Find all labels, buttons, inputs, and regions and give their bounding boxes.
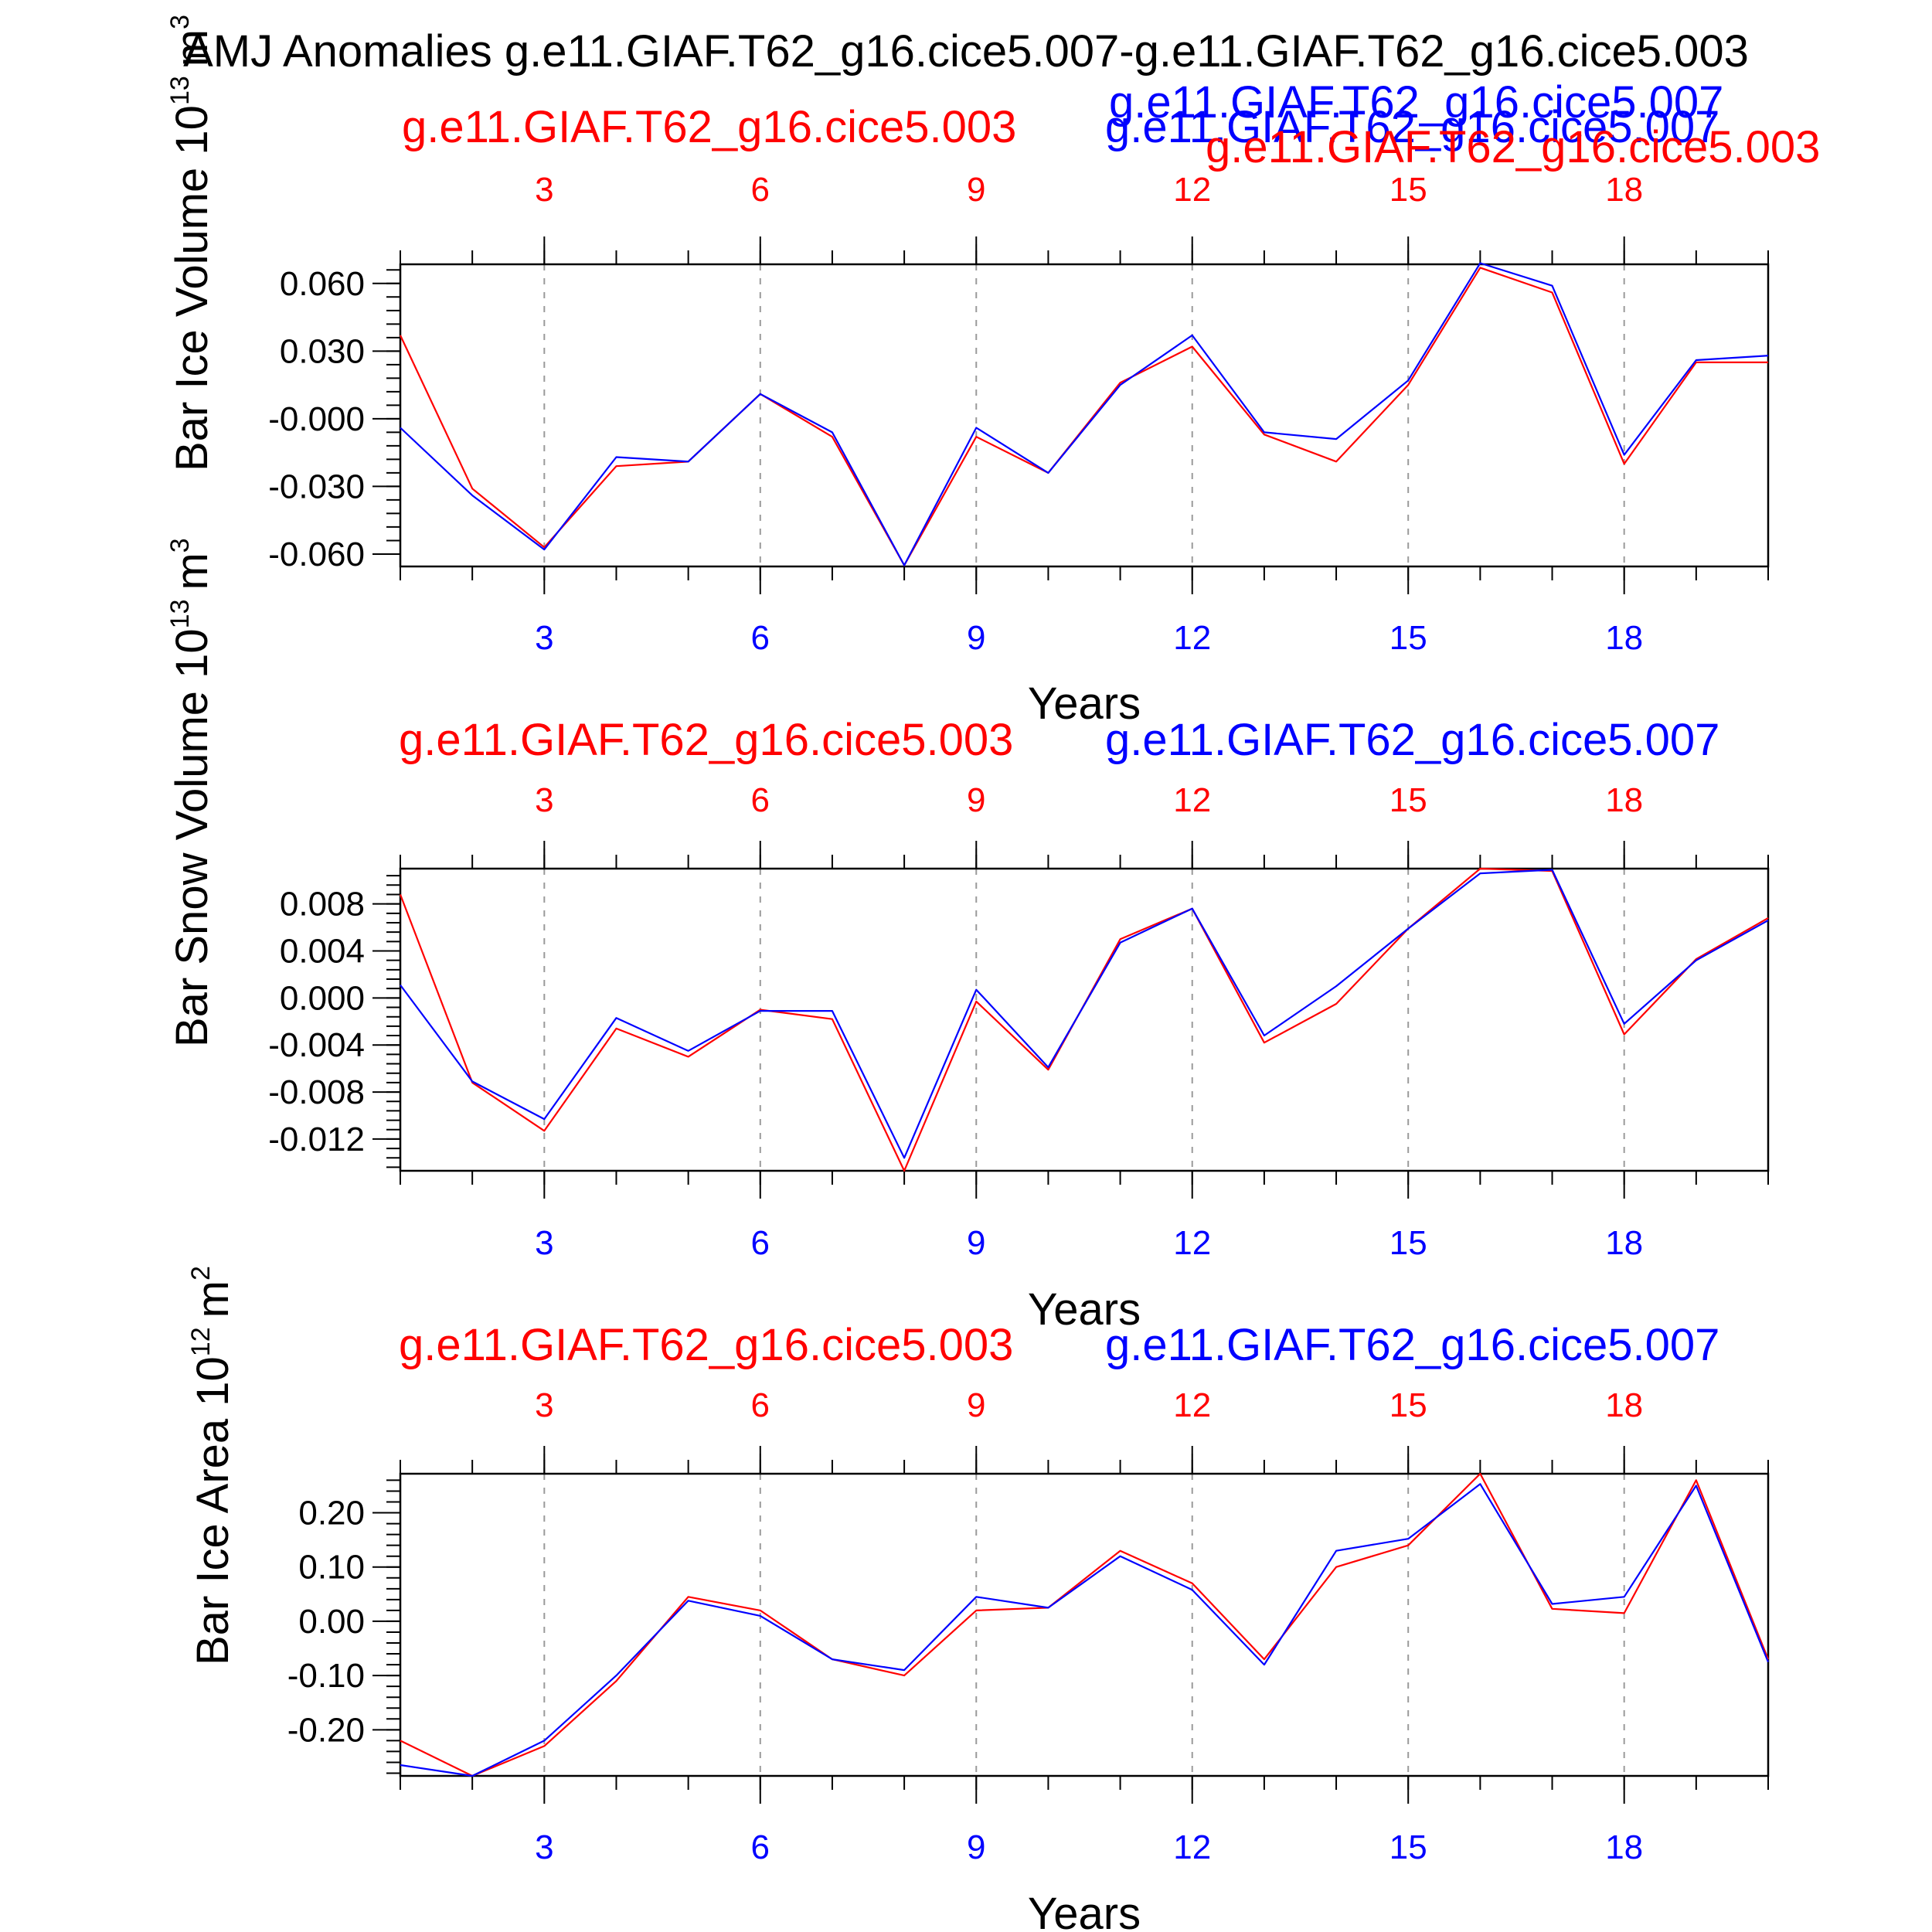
- y-axis-title-ylabel-exp: 12: [186, 1327, 216, 1356]
- x-bottom-tick-label: 12: [1173, 1828, 1211, 1866]
- x-bottom-tick-label: 9: [967, 1224, 985, 1262]
- x-bottom-tick-label: 15: [1389, 619, 1427, 657]
- top-run-label: g.e11.GIAF.T62_g16.cice5.003: [399, 715, 1013, 765]
- y-tick-label: -0.004: [268, 1026, 365, 1064]
- x-bottom-tick-label: 12: [1173, 619, 1211, 657]
- top-run-label: g.e11.GIAF.T62_g16.cice5.003: [402, 102, 1016, 152]
- series-line-cice5-007: [400, 262, 1769, 566]
- x-bottom-tick-label: 18: [1605, 1828, 1643, 1866]
- top-run-label: g.e11.GIAF.T62_g16.cice5.007: [1105, 102, 1719, 152]
- x-bottom-tick-label: 3: [535, 1828, 553, 1866]
- x-bottom-tick-label: 6: [751, 1828, 770, 1866]
- top-run-label: g.e11.GIAF.T62_g16.cice5.007: [1105, 715, 1719, 765]
- y-axis-title-ylabel-unit: m: [167, 29, 217, 66]
- y-tick-label: -0.000: [268, 400, 365, 438]
- x-bottom-tick-label: 15: [1389, 1828, 1427, 1866]
- y-axis-title-ylabel-unit-exp: 2: [186, 1266, 216, 1281]
- x-top-tick-label: 15: [1389, 171, 1427, 209]
- figure-title: AMJ Anomalies g.e11.GIAF.T62_g16.cice5.0…: [183, 26, 1749, 77]
- y-axis-title-ylabel-unit-exp: 3: [165, 538, 195, 553]
- x-top-tick-label: 12: [1173, 1386, 1211, 1424]
- y-tick-label: 0.10: [298, 1549, 365, 1587]
- y-tick-label: -0.060: [268, 536, 365, 573]
- y-tick-label: -0.20: [287, 1711, 365, 1749]
- x-top-tick-label: 18: [1605, 781, 1643, 819]
- plot-frame: [399, 263, 1770, 568]
- x-axis-title: Years: [1028, 679, 1141, 729]
- y-axis-title-ylabel: Bar Snow Volume 10: [167, 628, 217, 1047]
- panel-3: 3 6 9 12 15 18 3 6 9 12 15 18 0.20 0.10 0.00 -0.10 -0.20…: [186, 1266, 1770, 1932]
- plot-frame: [399, 1472, 1770, 1777]
- top-run-label: g.e11.GIAF.T62_g16.cice5.003: [399, 1320, 1013, 1370]
- x-top-tick-label: 18: [1605, 171, 1643, 209]
- y-axis-title-ylabel: Bar Ice Area 10: [188, 1356, 238, 1665]
- y-axis-title-ylabel-unit: m: [167, 553, 217, 590]
- x-top-tick-label: 12: [1173, 171, 1211, 209]
- x-top-tick-label: 15: [1389, 781, 1427, 819]
- y-axis-title: Bar Ice Volume 1013 m3: [165, 15, 217, 471]
- y-tick-label: -0.008: [268, 1073, 365, 1111]
- panel-2: 3 6 9 12 15 18 3 6 9 12 15 18 0.008 0.004 0.000 -0.004 -…: [165, 538, 1770, 1335]
- x-top-tick-label: 3: [535, 781, 553, 819]
- top-run-label: g.e11.GIAF.T62_g16.cice5.007: [1109, 77, 1723, 128]
- x-top-tick-label: 3: [535, 1386, 553, 1424]
- x-axis-title: Years: [1028, 1284, 1141, 1335]
- x-axis-title: Years: [1028, 1889, 1141, 1932]
- x-bottom-tick-label: 18: [1605, 619, 1643, 657]
- series-line-cice5-007: [400, 1483, 1770, 1777]
- y-tick-label: 0.00: [298, 1603, 365, 1641]
- x-top-tick-label: 3: [535, 171, 553, 209]
- y-tick-label: 0.20: [298, 1495, 365, 1532]
- x-bottom-tick-label: 3: [535, 619, 553, 657]
- y-axis-title-ylabel-exp: 13: [165, 76, 195, 105]
- x-bottom-tick-label: 12: [1173, 1224, 1211, 1262]
- top-run-label: g.e11.GIAF.T62_g16.cice5.007: [1105, 1320, 1719, 1370]
- y-tick-label: -0.10: [287, 1657, 365, 1695]
- top-run-label: g.e11.GIAF.T62_g16.cice5.003: [1206, 122, 1820, 172]
- y-tick-label: 0.030: [280, 332, 365, 370]
- x-top-tick-label: 18: [1605, 1386, 1643, 1424]
- x-top-tick-label: 9: [967, 171, 985, 209]
- plot-frame: [399, 867, 1770, 1172]
- series-line-cice5-003: [400, 1472, 1770, 1777]
- y-tick-label: -0.012: [268, 1121, 365, 1158]
- chart-panels: 3 6 9 12 15 18 3 6 9 12 15 18 0.060 0.030 -0.000 -0.030…: [165, 15, 1820, 1932]
- panel-1: 3 6 9 12 15 18 3 6 9 12 15 18 0.060 0.030 -0.000 -0.030…: [165, 15, 1820, 729]
- y-tick-label: -0.030: [268, 468, 365, 505]
- x-top-tick-label: 9: [967, 1386, 985, 1424]
- x-bottom-tick-label: 15: [1389, 1224, 1427, 1262]
- x-bottom-tick-label: 6: [751, 619, 770, 657]
- x-top-tick-label: 9: [967, 781, 985, 819]
- x-top-tick-label: 12: [1173, 781, 1211, 819]
- y-tick-label: 0.008: [280, 886, 365, 923]
- y-tick-label: 0.004: [280, 932, 365, 970]
- x-top-tick-label: 6: [751, 1386, 770, 1424]
- y-tick-label: 0.060: [280, 265, 365, 303]
- x-top-tick-label: 6: [751, 171, 770, 209]
- y-axis-title-ylabel-unit-exp: 3: [165, 15, 195, 29]
- y-axis-title-ylabel: Bar Ice Volume 10: [167, 105, 217, 471]
- x-top-tick-label: 15: [1389, 1386, 1427, 1424]
- x-top-tick-label: 6: [751, 781, 770, 819]
- x-bottom-tick-label: 9: [967, 619, 985, 657]
- x-bottom-tick-label: 6: [751, 1224, 770, 1262]
- x-bottom-tick-label: 9: [967, 1828, 985, 1866]
- x-bottom-tick-label: 18: [1605, 1224, 1643, 1262]
- y-axis-title: Bar Ice Area 1012 m2: [186, 1266, 238, 1665]
- x-bottom-tick-label: 3: [535, 1224, 553, 1262]
- y-axis-title-ylabel-exp: 13: [165, 600, 195, 629]
- y-tick-label: 0.000: [280, 979, 365, 1017]
- y-axis-title-ylabel-unit: m: [188, 1281, 238, 1318]
- y-axis-title: Bar Snow Volume 1013 m3: [165, 538, 217, 1047]
- series-line-cice5-007: [400, 869, 1769, 1159]
